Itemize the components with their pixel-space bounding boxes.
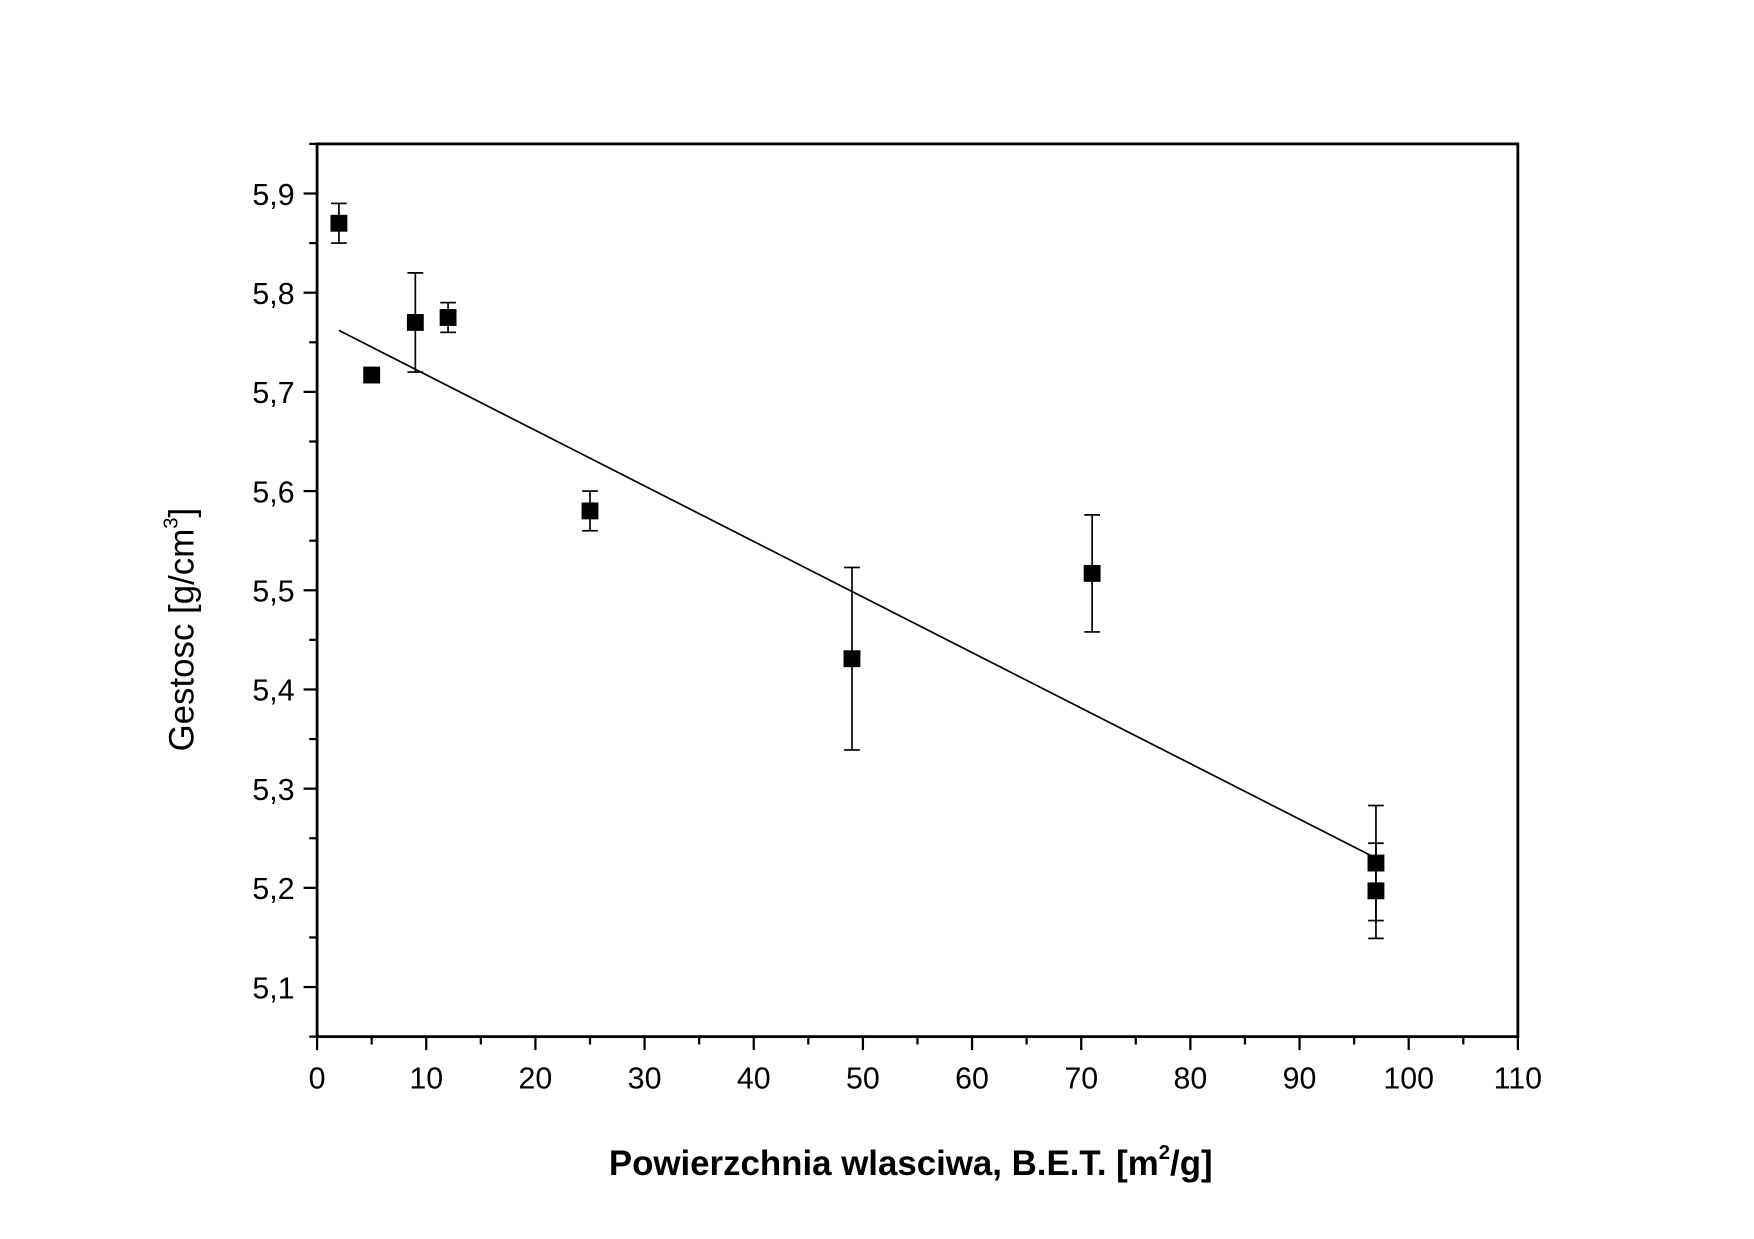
x-tick-label: 90 (1283, 1062, 1317, 1095)
y-tick-label: 5,5 (252, 576, 294, 609)
data-point (1367, 882, 1385, 900)
data-point (843, 650, 861, 668)
x-axis-label: Powierzchnia wlasciwa, B.E.T. [m2/g] (609, 1142, 1213, 1183)
x-tick-label: 100 (1383, 1062, 1434, 1095)
x-tick-label: 40 (737, 1062, 771, 1095)
fit-line-segment (338, 329, 1377, 859)
axis-ticks: 0 10 20 30 40 50 60 70 80 90 100 110 5,1 5,2 5,3 5,4 5,5… (252, 142, 1542, 1095)
y-axis-label: Gestosc [g/cm3] (161, 508, 202, 752)
data-points (330, 202, 1385, 940)
data-point (581, 502, 599, 520)
y-tick-label: 5,9 (252, 179, 294, 212)
x-tick-label: 0 (309, 1062, 326, 1095)
y-tick-label: 5,1 (252, 972, 294, 1005)
x-tick-label: 80 (1173, 1062, 1207, 1095)
data-point (1083, 564, 1101, 582)
y-tick-label: 5,7 (252, 377, 294, 410)
plot-frame (315, 142, 1520, 1039)
fit-line (338, 329, 1377, 859)
x-tick-label: 50 (846, 1062, 880, 1095)
data-point (439, 309, 457, 326)
y-tick-label: 5,6 (252, 476, 294, 509)
y-tick-label: 5,3 (252, 774, 294, 807)
x-tick-label: 30 (628, 1062, 662, 1095)
x-tick-label: 10 (409, 1062, 443, 1095)
x-tick-label: 20 (519, 1062, 553, 1095)
y-tick-label: 5,2 (252, 873, 294, 906)
data-point (330, 214, 348, 232)
y-tick-label: 5,4 (252, 675, 294, 708)
x-tick-label: 110 (1494, 1062, 1542, 1095)
data-point (363, 366, 381, 384)
x-tick-label: 70 (1064, 1062, 1098, 1095)
data-point (406, 314, 424, 331)
y-tick-label: 5,8 (252, 278, 294, 311)
x-tick-label: 60 (955, 1062, 989, 1095)
